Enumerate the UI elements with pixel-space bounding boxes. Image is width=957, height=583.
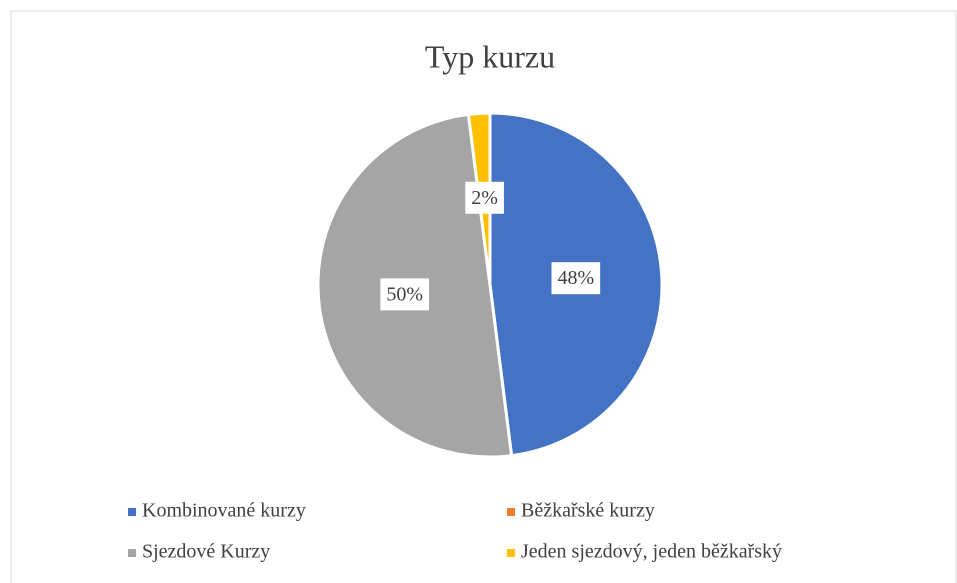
data-label-box — [380, 278, 430, 311]
legend-label: Běžkařské kurzy — [521, 500, 655, 522]
legend-swatch — [128, 508, 136, 516]
legend-label: Sjezdové Kurzy — [142, 541, 270, 563]
data-label-box — [551, 262, 601, 295]
legend-label: Jeden sjezdový, jeden běžkařský — [521, 541, 782, 563]
data-label: 48% — [557, 267, 594, 289]
legend-label: Kombinované kurzy — [142, 500, 306, 522]
legend-swatch — [507, 508, 515, 516]
chart-title: Typ kurzu — [425, 38, 555, 74]
data-label: 2% — [471, 187, 498, 209]
data-label: 50% — [386, 283, 423, 305]
data-label-box — [465, 181, 504, 214]
legend-swatch — [128, 549, 136, 557]
legend-swatch — [507, 549, 515, 557]
